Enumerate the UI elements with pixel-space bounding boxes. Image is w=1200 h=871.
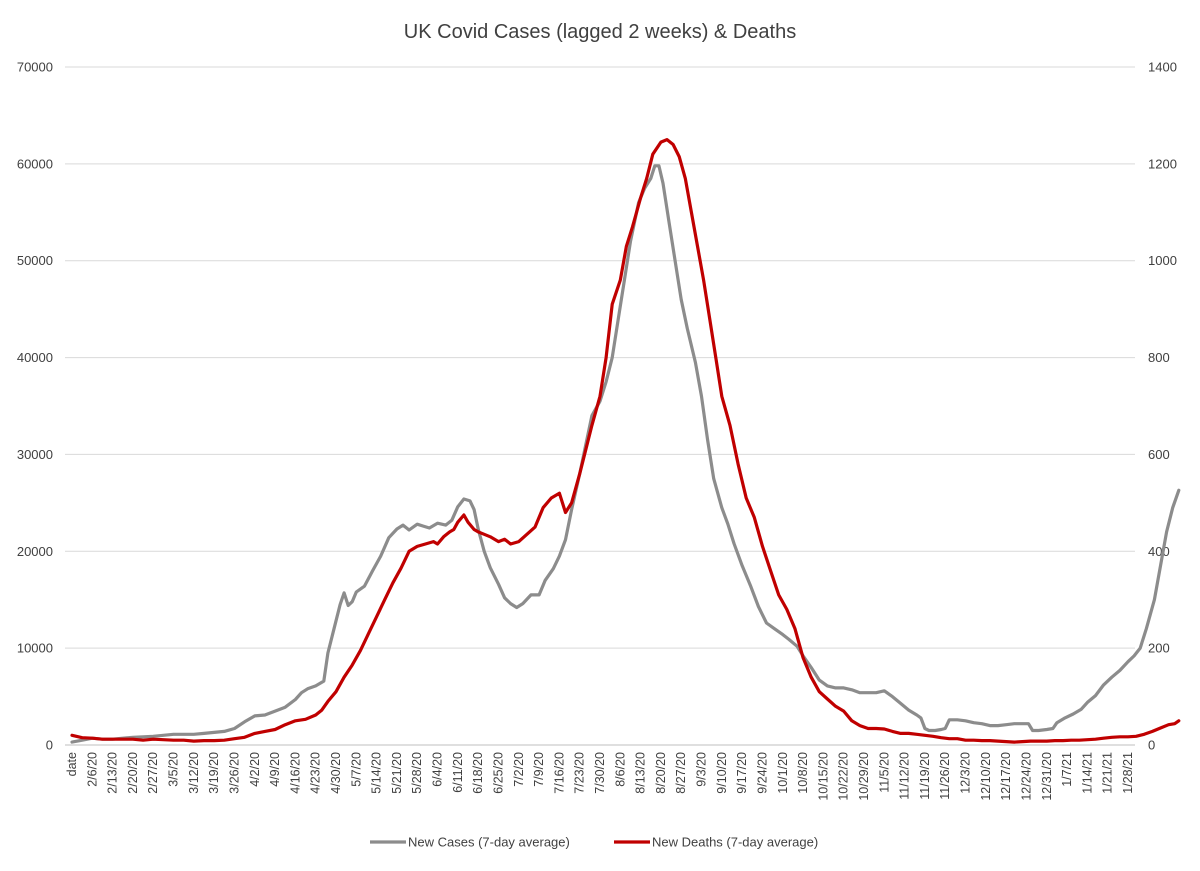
left-axis-tick-label: 50000 bbox=[17, 253, 53, 268]
x-axis-tick-label: 4/2/20 bbox=[248, 752, 262, 787]
x-axis-tick-label: 1/28/21 bbox=[1121, 752, 1135, 794]
x-axis-tick-label: 7/9/20 bbox=[532, 752, 546, 787]
right-axis-tick-label: 1000 bbox=[1148, 253, 1177, 268]
x-axis-tick-label: 1/21/21 bbox=[1101, 752, 1115, 794]
x-axis-tick-label: 4/23/20 bbox=[309, 752, 323, 794]
x-axis-tick-label: 6/25/20 bbox=[491, 752, 505, 794]
x-axis-tick-label: 8/27/20 bbox=[674, 752, 688, 794]
x-axis-tick-label: 12/24/20 bbox=[1019, 752, 1033, 801]
x-axis-tick-label: 8/13/20 bbox=[634, 752, 648, 794]
x-axis-tick-label: 5/14/20 bbox=[370, 752, 384, 794]
x-axis-tick-label: 7/2/20 bbox=[512, 752, 526, 787]
x-axis-tick-label: 5/28/20 bbox=[410, 752, 424, 794]
x-axis-tick-label: 12/3/20 bbox=[959, 752, 973, 794]
right-axis-tick-label: 0 bbox=[1148, 738, 1155, 753]
x-axis-tick-label: 5/7/20 bbox=[349, 752, 363, 787]
x-axis: date 2/6/20 2/13/20 2/20/20 2/27/20 3/5/20 3/1… bbox=[65, 744, 1135, 801]
x-axis-tick-label: 12/10/20 bbox=[979, 752, 993, 801]
legend: New Cases (7-day average) New Deaths (7-d… bbox=[370, 835, 818, 850]
x-axis-tick-label: 11/12/20 bbox=[898, 752, 912, 800]
series-line-new-cases bbox=[70, 164, 1181, 744]
legend-label: New Cases (7-day average) bbox=[408, 835, 570, 850]
x-axis-tick-label: 1/14/21 bbox=[1080, 752, 1094, 794]
left-axis-tick-label: 0 bbox=[46, 738, 53, 753]
x-axis-tick-label: 12/17/20 bbox=[999, 752, 1013, 801]
x-axis-tick-label: 1/7/21 bbox=[1060, 752, 1074, 787]
x-axis-tick-label: 10/22/20 bbox=[837, 752, 851, 801]
x-axis-tick-label: 10/29/20 bbox=[857, 752, 871, 801]
x-axis-tick-label: 10/15/20 bbox=[816, 752, 830, 801]
x-axis-tick-label: 12/31/20 bbox=[1040, 752, 1054, 801]
x-axis-tick-label: 5/21/20 bbox=[390, 752, 404, 794]
x-axis-tick-label: 3/5/20 bbox=[167, 752, 181, 787]
x-axis-tick-label: 9/17/20 bbox=[735, 752, 749, 794]
x-axis-tick-label: 3/26/20 bbox=[227, 752, 241, 794]
x-axis-tick-label: 6/4/20 bbox=[431, 752, 445, 787]
left-axis-tick-label: 20000 bbox=[17, 544, 53, 559]
x-axis-tick-label: 7/23/20 bbox=[573, 752, 587, 794]
x-axis-tick-label: 2/20/20 bbox=[126, 752, 140, 794]
legend-label: New Deaths (7-day average) bbox=[652, 835, 818, 850]
right-axis-tick-label: 800 bbox=[1148, 350, 1170, 365]
right-axis-tick-label: 200 bbox=[1148, 641, 1170, 656]
right-axis-tick-label: 1200 bbox=[1148, 156, 1177, 171]
x-axis-tick-label: 10/1/20 bbox=[776, 752, 790, 794]
x-axis-tick-label: 6/11/20 bbox=[451, 752, 465, 793]
x-axis-tick-label: 2/27/20 bbox=[146, 752, 160, 794]
x-axis-tick-label: 11/19/20 bbox=[918, 752, 932, 800]
x-axis-tick-label: 7/16/20 bbox=[552, 752, 566, 794]
series-lines bbox=[70, 138, 1181, 744]
x-axis-tick-label: 11/5/20 bbox=[877, 752, 891, 793]
x-axis-tick-label: 3/19/20 bbox=[207, 752, 221, 794]
x-axis-tick-label: 4/16/20 bbox=[288, 752, 302, 794]
x-axis-tick-label: 3/12/20 bbox=[187, 752, 201, 794]
x-axis-tick-label: 11/26/20 bbox=[938, 752, 952, 800]
x-axis-tick-label: 2/6/20 bbox=[85, 752, 99, 787]
left-axis-tick-label: 60000 bbox=[17, 156, 53, 171]
x-axis-tick-label: 7/30/20 bbox=[593, 752, 607, 794]
x-axis-tick-label: 10/8/20 bbox=[796, 752, 810, 794]
x-axis-tick-label: date bbox=[65, 752, 79, 776]
x-axis-tick-label: 9/24/20 bbox=[755, 752, 769, 794]
right-axis: 0 200 400 600 800 1000 1200 1400 bbox=[1148, 60, 1177, 753]
x-axis-tick-label: 4/9/20 bbox=[268, 752, 282, 787]
x-axis-tick-label: 9/3/20 bbox=[695, 752, 709, 787]
series-line-new-deaths bbox=[70, 138, 1181, 744]
left-axis-tick-label: 70000 bbox=[17, 60, 53, 75]
right-axis-tick-label: 400 bbox=[1148, 544, 1170, 559]
x-axis-tick-label: 8/20/20 bbox=[654, 752, 668, 794]
right-axis-tick-label: 1400 bbox=[1148, 60, 1177, 75]
left-axis: 0 10000 20000 30000 40000 50000 60000 70000 bbox=[17, 60, 53, 753]
left-axis-tick-label: 30000 bbox=[17, 447, 53, 462]
x-axis-tick-label: 6/18/20 bbox=[471, 752, 485, 794]
x-axis-tick-label: 8/6/20 bbox=[613, 752, 627, 787]
x-axis-tick-label: 2/13/20 bbox=[106, 752, 120, 794]
gridlines bbox=[65, 66, 1135, 649]
chart-title: UK Covid Cases (lagged 2 weeks) & Deaths bbox=[404, 21, 796, 43]
left-axis-tick-label: 40000 bbox=[17, 350, 53, 365]
right-axis-tick-label: 600 bbox=[1148, 447, 1170, 462]
x-axis-tick-label: 9/10/20 bbox=[715, 752, 729, 794]
x-axis-tick-label: 4/30/20 bbox=[329, 752, 343, 794]
left-axis-tick-label: 10000 bbox=[17, 641, 53, 656]
